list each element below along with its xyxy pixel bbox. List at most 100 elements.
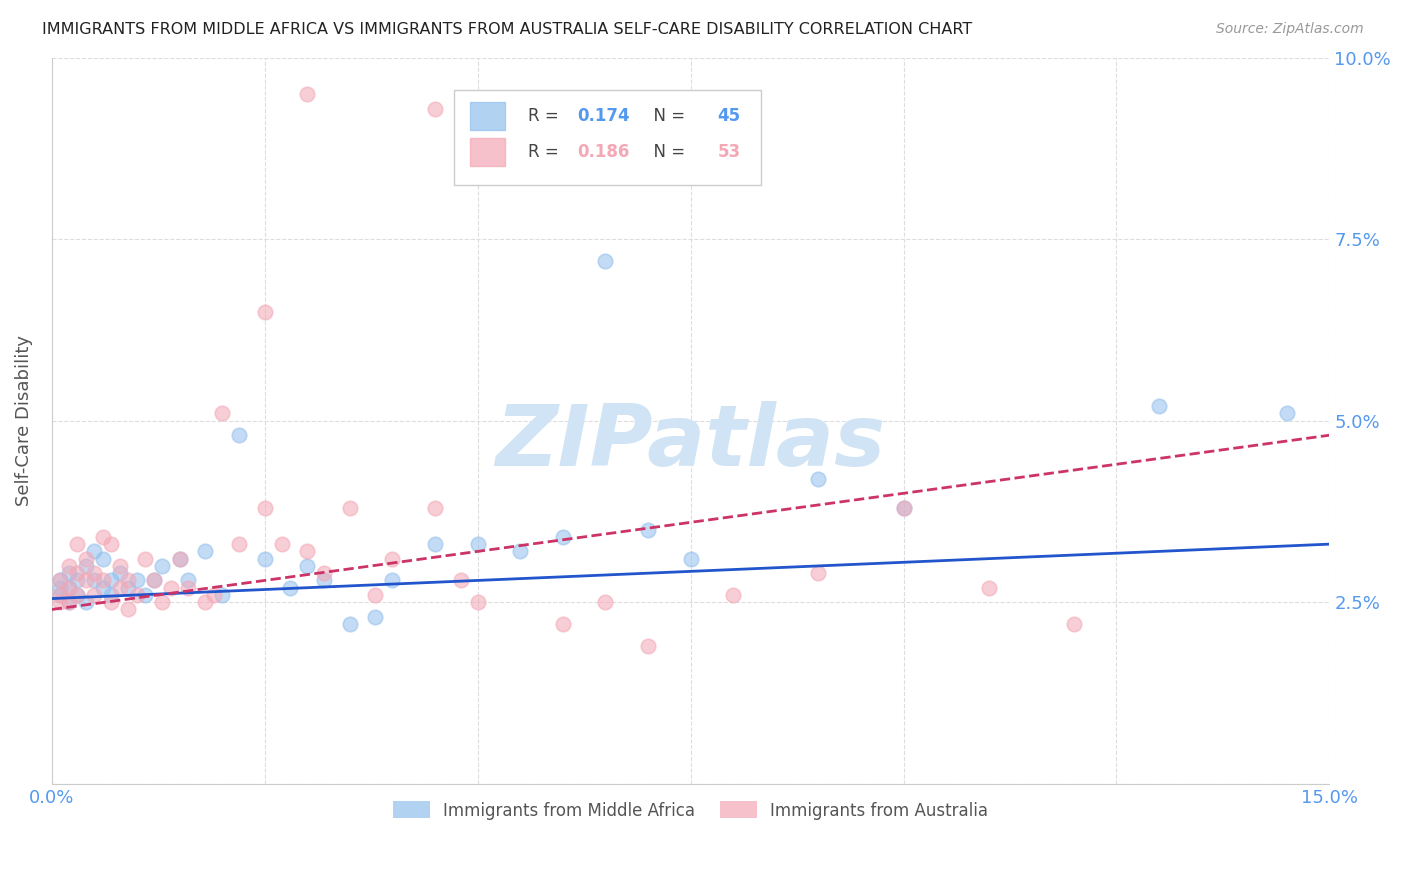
Point: [228, 537, 250, 551]
Point: [91, 530, 114, 544]
Point: [117, 581, 139, 595]
Point: [194, 595, 217, 609]
Point: [83, 566, 105, 581]
Point: [125, 574, 148, 588]
Point: [91, 581, 114, 595]
Point: [169, 551, 191, 566]
Point: [807, 566, 830, 581]
Point: [134, 551, 156, 566]
Point: [467, 537, 489, 551]
Point: [117, 602, 139, 616]
Point: [202, 588, 225, 602]
Point: [66, 537, 89, 551]
Point: [977, 581, 1000, 595]
Point: [108, 566, 131, 581]
Y-axis label: Self-Care Disability: Self-Care Disability: [15, 335, 32, 506]
Point: [637, 639, 659, 653]
Point: [169, 551, 191, 566]
Text: R =: R =: [529, 107, 564, 125]
Point: [160, 581, 183, 595]
Point: [49, 574, 72, 588]
Point: [228, 428, 250, 442]
Text: 45: 45: [717, 107, 741, 125]
Point: [423, 102, 446, 116]
Point: [364, 588, 387, 602]
Point: [134, 588, 156, 602]
Point: [1063, 617, 1085, 632]
Text: 0.186: 0.186: [576, 143, 630, 161]
Point: [364, 609, 387, 624]
Text: 53: 53: [717, 143, 741, 161]
Point: [270, 537, 292, 551]
Point: [450, 574, 472, 588]
Point: [807, 472, 830, 486]
Text: N =: N =: [644, 143, 690, 161]
Point: [108, 558, 131, 573]
Point: [177, 574, 200, 588]
Point: [75, 558, 97, 573]
Point: [58, 581, 80, 595]
Point: [194, 544, 217, 558]
Point: [58, 595, 80, 609]
Point: [58, 566, 80, 581]
Point: [177, 581, 200, 595]
Text: R =: R =: [529, 143, 564, 161]
Point: [314, 566, 336, 581]
Point: [721, 588, 744, 602]
Point: [637, 523, 659, 537]
Point: [467, 595, 489, 609]
Point: [253, 551, 276, 566]
Point: [49, 574, 72, 588]
Point: [339, 500, 361, 515]
Point: [152, 595, 174, 609]
Point: [297, 544, 319, 558]
Point: [49, 588, 72, 602]
Point: [66, 574, 89, 588]
Point: [143, 574, 166, 588]
Point: [314, 574, 336, 588]
Point: [595, 254, 617, 268]
Bar: [470, 138, 505, 166]
Point: [83, 574, 105, 588]
Point: [509, 544, 531, 558]
Point: [49, 588, 72, 602]
Point: [211, 407, 233, 421]
Point: [381, 551, 404, 566]
Point: [339, 617, 361, 632]
Text: 0.174: 0.174: [576, 107, 630, 125]
Point: [100, 537, 122, 551]
Text: ZIPatlas: ZIPatlas: [495, 401, 886, 484]
Point: [49, 595, 72, 609]
Legend: Immigrants from Middle Africa, Immigrants from Australia: Immigrants from Middle Africa, Immigrant…: [387, 795, 994, 826]
Point: [278, 581, 301, 595]
Text: Source: ZipAtlas.com: Source: ZipAtlas.com: [1216, 22, 1364, 37]
Point: [143, 574, 166, 588]
Point: [58, 581, 80, 595]
Point: [91, 551, 114, 566]
FancyBboxPatch shape: [454, 90, 761, 185]
Point: [1275, 407, 1298, 421]
Point: [253, 305, 276, 319]
Point: [211, 588, 233, 602]
Point: [297, 558, 319, 573]
Point: [58, 558, 80, 573]
Point: [66, 588, 89, 602]
Point: [551, 530, 574, 544]
Point: [83, 544, 105, 558]
Point: [381, 574, 404, 588]
Point: [66, 588, 89, 602]
Point: [423, 537, 446, 551]
Point: [83, 588, 105, 602]
Point: [152, 558, 174, 573]
Point: [91, 574, 114, 588]
Point: [49, 581, 72, 595]
Point: [125, 588, 148, 602]
Text: N =: N =: [644, 107, 690, 125]
Point: [58, 595, 80, 609]
Point: [679, 551, 702, 566]
Point: [66, 566, 89, 581]
Point: [893, 500, 915, 515]
Point: [100, 588, 122, 602]
Point: [595, 595, 617, 609]
Point: [100, 595, 122, 609]
